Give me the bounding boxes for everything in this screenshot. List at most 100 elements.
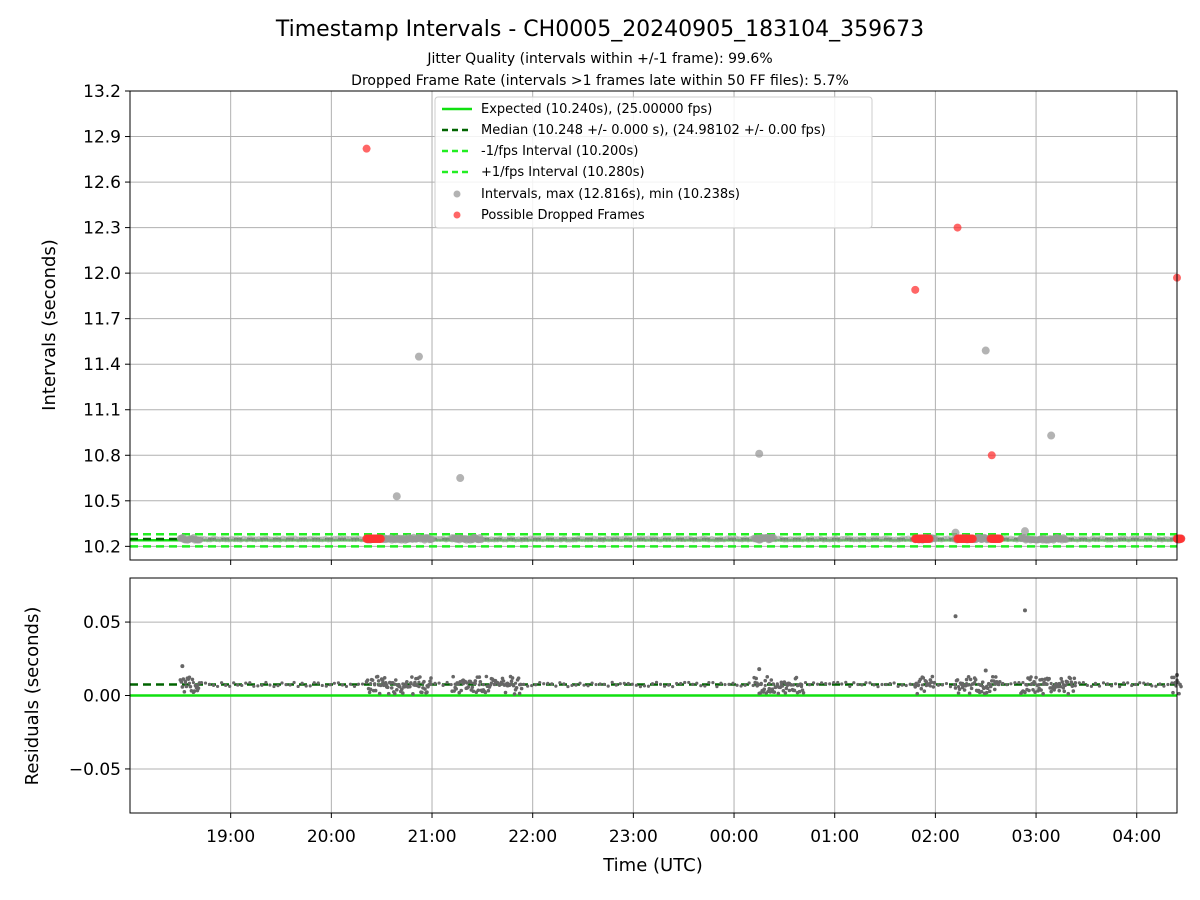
residual-point xyxy=(840,682,844,686)
residual-point xyxy=(514,685,519,690)
residual-point xyxy=(940,683,945,687)
x-tick-label: 02:00 xyxy=(911,827,960,847)
residual-spike-point xyxy=(983,668,988,673)
residual-point xyxy=(1118,685,1122,689)
residual-point xyxy=(756,682,760,687)
residual-point xyxy=(1081,681,1085,685)
interval-outlier-point xyxy=(755,449,764,458)
residual-point xyxy=(1158,682,1162,686)
residual-point xyxy=(1058,684,1063,689)
residual-point xyxy=(477,683,481,687)
residual-point xyxy=(248,681,252,685)
residual-point xyxy=(769,678,774,682)
residual-point xyxy=(252,684,256,688)
residual-point xyxy=(892,681,896,685)
residual-point xyxy=(719,681,723,685)
x-tick-label: 19:00 xyxy=(206,827,255,847)
residual-point xyxy=(792,688,797,693)
residual-point xyxy=(220,681,224,685)
residual-point xyxy=(376,679,381,683)
residual-point xyxy=(953,686,958,690)
residual-point xyxy=(1138,681,1142,685)
interval-outlier-point xyxy=(981,346,990,355)
residual-point xyxy=(365,678,370,682)
residual-point xyxy=(240,683,244,688)
interval-point xyxy=(770,533,778,541)
residual-point xyxy=(410,675,414,679)
residual-point xyxy=(964,677,969,682)
residual-point xyxy=(671,685,675,689)
residual-point xyxy=(832,681,836,685)
residual-point xyxy=(1069,680,1074,684)
residual-point xyxy=(538,680,542,685)
residual-point xyxy=(1113,682,1118,686)
residual-point xyxy=(751,683,755,688)
residual-point xyxy=(478,679,483,684)
residual-point xyxy=(280,681,284,685)
residual-point xyxy=(634,683,638,687)
residual-point xyxy=(542,682,546,686)
residual-point xyxy=(667,683,671,687)
residual-point xyxy=(1105,682,1110,686)
residual-point xyxy=(966,674,971,679)
residual-point xyxy=(626,681,630,686)
residual-point xyxy=(980,680,985,684)
residual-point xyxy=(1171,690,1175,695)
residual-point xyxy=(1134,682,1138,687)
residual-point xyxy=(401,682,405,686)
residuals-y-tick-label: 0.05 xyxy=(83,613,121,633)
residual-point xyxy=(501,679,506,683)
residual-point xyxy=(803,680,808,685)
residual-point xyxy=(872,683,876,687)
residual-point xyxy=(1009,682,1013,686)
residual-point xyxy=(956,691,961,695)
residual-point xyxy=(264,680,268,685)
residual-point xyxy=(522,682,526,686)
residual-point xyxy=(380,678,385,683)
residual-point xyxy=(534,683,538,687)
residual-point xyxy=(1060,680,1065,684)
residual-point xyxy=(1166,682,1170,687)
dropped-frame-point xyxy=(376,534,385,543)
residual-point xyxy=(510,676,515,680)
residual-point xyxy=(836,680,840,685)
residual-point xyxy=(884,682,888,687)
subtitle-dropped: Dropped Frame Rate (intervals >1 frames … xyxy=(351,73,849,89)
residual-point xyxy=(971,681,976,686)
residual-point xyxy=(990,674,995,679)
residual-point xyxy=(997,682,1001,687)
residual-point xyxy=(683,680,687,685)
residual-point xyxy=(196,686,201,691)
residual-point xyxy=(292,680,296,685)
residual-point xyxy=(695,681,699,685)
residual-point xyxy=(782,680,787,684)
residual-point xyxy=(390,680,395,685)
residual-point xyxy=(503,690,508,695)
residual-point xyxy=(985,686,990,691)
residual-point xyxy=(610,680,614,684)
residual-point xyxy=(466,685,471,689)
residual-point xyxy=(1059,676,1064,681)
subtitle-jitter: Jitter Quality (intervals within +/-1 fr… xyxy=(426,51,772,67)
intervals-y-tick-label: 11.4 xyxy=(83,355,121,375)
residual-point xyxy=(758,691,763,695)
residual-point xyxy=(992,687,997,692)
x-tick-label: 01:00 xyxy=(810,827,859,847)
residual-point xyxy=(386,691,391,696)
residual-point xyxy=(602,682,606,686)
intervals-y-tick-label: 10.8 xyxy=(83,446,121,466)
residual-point xyxy=(383,680,388,685)
dropped-frame-outlier-point xyxy=(911,285,920,294)
residual-point xyxy=(513,681,518,685)
residual-point xyxy=(340,683,345,687)
residual-point xyxy=(707,681,711,685)
residual-point xyxy=(224,683,228,687)
residual-point xyxy=(344,684,349,689)
residual-point xyxy=(1066,691,1071,696)
residual-point xyxy=(931,685,936,689)
residual-point xyxy=(320,683,324,688)
residual-point xyxy=(1177,691,1181,696)
residual-point xyxy=(192,689,197,693)
interval-outlier-point xyxy=(414,352,423,361)
residual-point xyxy=(413,680,417,685)
